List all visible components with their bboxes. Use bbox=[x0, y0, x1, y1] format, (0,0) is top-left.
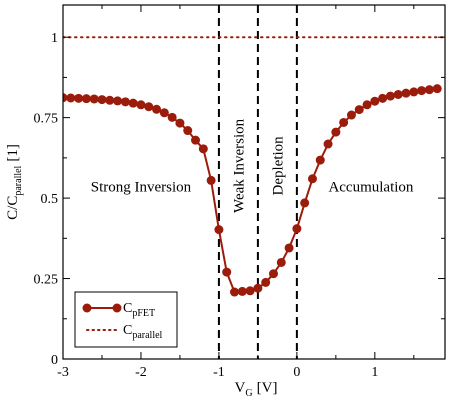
series-cpfet-point-37 bbox=[346, 110, 356, 120]
series-cpfet-point-46 bbox=[417, 86, 427, 96]
x-axis-label: VG [V] bbox=[235, 380, 278, 399]
x-tick-label-4: 1 bbox=[371, 365, 378, 380]
series-cpfet-point-15 bbox=[175, 118, 185, 128]
series-cpfet-point-9 bbox=[128, 98, 138, 108]
x-axis-label-sub: G bbox=[245, 388, 252, 399]
series-cpfet-point-31 bbox=[300, 198, 310, 208]
series-cpfet-point-26 bbox=[261, 277, 271, 287]
series-cpfet-point-34 bbox=[323, 139, 333, 149]
series-cpfet-point-24 bbox=[245, 286, 255, 296]
y-tick-label-1: 0.25 bbox=[34, 273, 59, 288]
series-cpfet-point-27 bbox=[268, 269, 278, 279]
x-tick-label-1: -2 bbox=[135, 365, 147, 380]
region-label-0: Strong Inversion bbox=[91, 180, 192, 196]
series-cpfet-point-14 bbox=[167, 112, 177, 122]
legend-box bbox=[74, 291, 178, 348]
x-axis-label-main: V bbox=[235, 380, 246, 396]
series-cpfet-point-38 bbox=[354, 105, 364, 115]
legend-marker-cpfet-left bbox=[82, 303, 92, 313]
legend-label-cparallel-sub: parallel bbox=[132, 330, 162, 341]
series-cpfet-point-19 bbox=[206, 175, 216, 185]
y-axis-label-sub: parallel bbox=[13, 165, 24, 195]
series-cpfet-point-8 bbox=[120, 97, 130, 107]
series-cpfet-point-17 bbox=[191, 135, 201, 145]
series-cpfet-point-12 bbox=[152, 104, 162, 114]
legend-label-cparallel: Cparallel bbox=[123, 323, 163, 341]
region-label-1: Weak Inversion bbox=[231, 118, 247, 213]
series-cpfet-point-25 bbox=[253, 283, 263, 293]
y-tick-label-2: 0.5 bbox=[41, 192, 59, 207]
region-labels: Strong Inversion Weak Inversion Depletion A… bbox=[91, 118, 414, 213]
legend-label-cpfet-sub: pFET bbox=[132, 308, 155, 319]
x-axis-label-unit: [V] bbox=[257, 380, 278, 396]
x-tick-label-2: -1 bbox=[213, 365, 225, 380]
series-cpfet-point-48 bbox=[432, 84, 442, 94]
series-cpfet-point-11 bbox=[144, 102, 154, 112]
series-cpfet-point-3 bbox=[81, 94, 91, 104]
series-cpfet-point-30 bbox=[292, 224, 302, 234]
series-cpfet-point-6 bbox=[105, 95, 115, 105]
series-cpfet-point-32 bbox=[307, 174, 317, 184]
series-cpfet-point-10 bbox=[136, 100, 146, 110]
series-cpfet-point-2 bbox=[74, 93, 84, 103]
series-cpfet-point-13 bbox=[159, 108, 169, 118]
y-axis-label-unit: [1] bbox=[5, 144, 21, 162]
series-cpfet-point-5 bbox=[97, 95, 107, 105]
series-cpfet-point-21 bbox=[222, 267, 232, 277]
series-cpfet-point-47 bbox=[424, 85, 434, 95]
region-label-2: Depletion bbox=[270, 136, 286, 196]
series-cpfet-point-28 bbox=[276, 257, 286, 267]
series-cpfet-point-18 bbox=[198, 144, 208, 154]
y-tick-label-3: 0.75 bbox=[34, 112, 59, 127]
y-tick-label-4: 1 bbox=[51, 31, 58, 46]
plot-area bbox=[63, 5, 445, 359]
plot-frame bbox=[62, 4, 446, 360]
series-cpfet-point-20 bbox=[214, 225, 224, 235]
series-cpfet-point-22 bbox=[230, 287, 240, 297]
series-cpfet-point-44 bbox=[401, 88, 411, 98]
legend: CpFET Cparallel bbox=[74, 291, 178, 348]
series-cpfet-point-33 bbox=[315, 155, 325, 165]
series-cpfet-point-45 bbox=[409, 87, 419, 97]
legend-label-cpfet: CpFET bbox=[123, 301, 155, 319]
legend-label-cparallel-main: C bbox=[123, 323, 132, 338]
legend-label-cpfet-main: C bbox=[123, 301, 132, 316]
region-label-3: Accumulation bbox=[328, 180, 413, 196]
axis-ticks: -3 -2 -1 0 1 0 0.25 0.5 0.75 1 bbox=[34, 5, 445, 380]
y-axis-label-main: C/C bbox=[5, 196, 21, 220]
series-cpfet-point-29 bbox=[284, 243, 294, 253]
series-cpfet-point-4 bbox=[89, 94, 99, 104]
series-cpfet-point-16 bbox=[183, 126, 193, 136]
y-tick-label-0: 0 bbox=[51, 353, 58, 368]
x-tick-label-0: -3 bbox=[57, 365, 69, 380]
series-cpfet-point-1 bbox=[66, 93, 76, 103]
series-cpfet-point-35 bbox=[331, 127, 341, 137]
series-cpfet-point-40 bbox=[370, 96, 380, 106]
series-cpfet-point-36 bbox=[339, 117, 349, 127]
series-cpfet-point-39 bbox=[362, 100, 372, 110]
y-axis-label: C/Cparallel [1] bbox=[5, 144, 24, 220]
series-cpfet-point-41 bbox=[378, 93, 388, 103]
x-tick-label-3: 0 bbox=[293, 365, 300, 380]
series-cpfet-point-0 bbox=[63, 93, 68, 103]
legend-marker-cpfet-right bbox=[112, 303, 122, 313]
series-cpfet-point-23 bbox=[237, 286, 247, 296]
series-cpfet-point-42 bbox=[385, 91, 395, 101]
series-cpfet-point-7 bbox=[113, 96, 123, 106]
series-cpfet-point-43 bbox=[393, 89, 403, 99]
